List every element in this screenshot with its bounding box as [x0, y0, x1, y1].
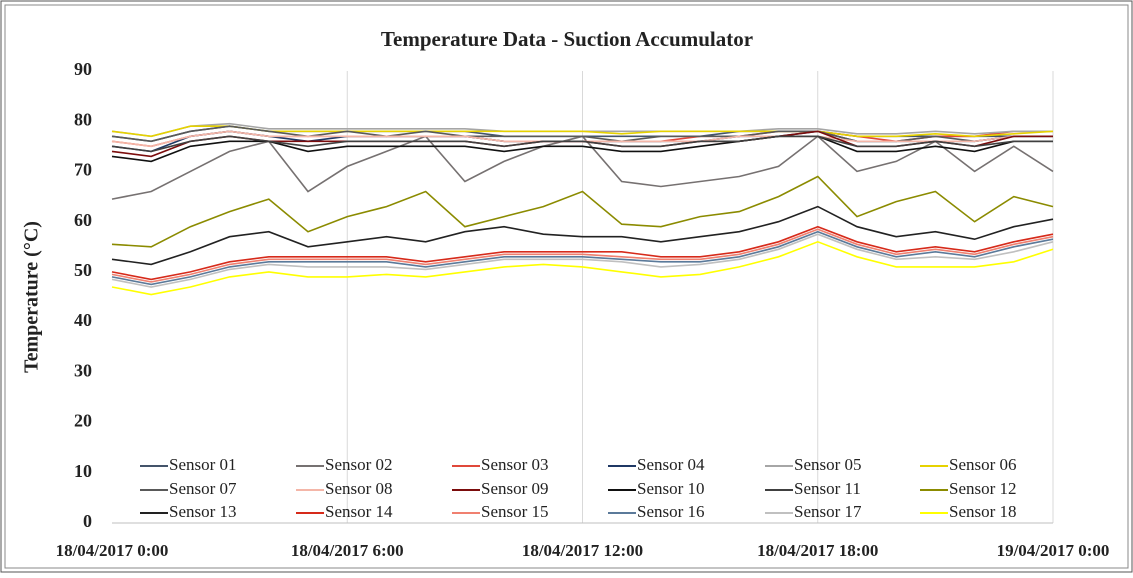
- series-line: [111, 233, 1054, 288]
- legend-label: Sensor 18: [949, 502, 1017, 521]
- legend-label: Sensor 14: [325, 502, 393, 521]
- y-tick-label: 50: [74, 260, 92, 280]
- x-tick-label: 18/04/2017 18:00: [757, 541, 878, 560]
- legend-label: Sensor 11: [794, 479, 861, 498]
- y-axis-label: Temperature (°C): [21, 221, 43, 373]
- legend-label: Sensor 16: [637, 502, 705, 521]
- series-line: [111, 175, 1054, 248]
- series-line: [111, 230, 1054, 286]
- legend-label: Sensor 17: [794, 502, 862, 521]
- series-line: [111, 225, 1054, 281]
- legend-label: Sensor 12: [949, 479, 1017, 498]
- series-line: [111, 205, 1054, 266]
- legend-label: Sensor 03: [481, 455, 549, 474]
- y-tick-label: 40: [74, 310, 92, 330]
- y-tick-label: 70: [74, 160, 92, 180]
- y-tick-label: 20: [74, 411, 92, 431]
- legend-label: Sensor 09: [481, 479, 549, 498]
- y-tick-label: 60: [74, 210, 92, 230]
- legend-label: Sensor 01: [169, 455, 237, 474]
- x-tick-label: 18/04/2017 12:00: [522, 541, 643, 560]
- series-line: [111, 240, 1054, 296]
- y-tick-label: 10: [74, 461, 92, 481]
- x-tick-label: 18/04/2017 0:00: [56, 541, 169, 560]
- legend-label: Sensor 08: [325, 479, 393, 498]
- y-tick-label: 90: [74, 59, 92, 79]
- y-tick-label: 0: [83, 511, 92, 531]
- legend-label: Sensor 13: [169, 502, 237, 521]
- legend-label: Sensor 06: [949, 455, 1017, 474]
- x-tick-label: 18/04/2017 6:00: [291, 541, 404, 560]
- legend-label: Sensor 04: [637, 455, 705, 474]
- legend-label: Sensor 10: [637, 479, 705, 498]
- series-line: [111, 135, 1053, 153]
- inner-frame: [4, 4, 1129, 569]
- legend-label: Sensor 02: [325, 455, 393, 474]
- x-tick-label: 19/04/2017 0:00: [997, 541, 1110, 560]
- chart-title: Temperature Data - Suction Accumulator: [381, 27, 753, 51]
- series-line: [111, 228, 1054, 283]
- y-tick-label: 30: [74, 360, 92, 380]
- legend-label: Sensor 07: [169, 479, 237, 498]
- legend-label: Sensor 05: [794, 455, 862, 474]
- y-tick-label: 80: [74, 109, 92, 129]
- legend-label: Sensor 15: [481, 502, 549, 521]
